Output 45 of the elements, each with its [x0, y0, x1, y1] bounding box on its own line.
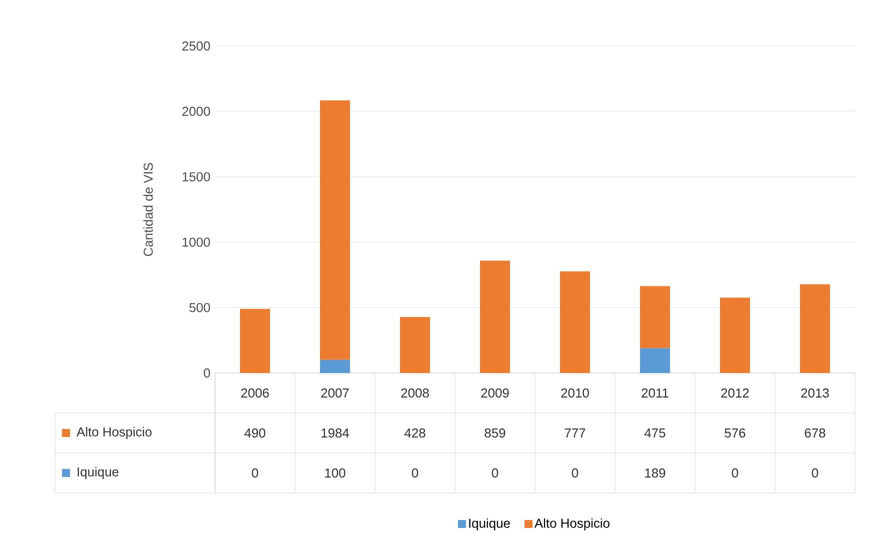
data-label: 100 [325, 468, 346, 478]
data-label: 0 [492, 468, 498, 478]
bar [640, 348, 670, 373]
data-label: 0 [412, 468, 418, 478]
bar [320, 100, 350, 360]
y-tick-label: 2500 [182, 41, 210, 51]
data-label: 576 [724, 428, 746, 438]
y-tick-label: 1000 [182, 238, 210, 247]
x-tick-label: 2011 [642, 388, 668, 398]
bar [720, 298, 750, 373]
bar [800, 284, 830, 373]
data-label: 0 [252, 468, 258, 478]
data-label: 490 [244, 428, 266, 438]
data-label: 859 [484, 428, 506, 438]
y-tick-label: 2000 [182, 106, 210, 116]
bar [560, 271, 590, 373]
data-label: 777 [564, 428, 586, 438]
y-tick-label: 0 [204, 368, 210, 378]
text: Iquique [78, 466, 118, 480]
data-label: 475 [644, 428, 666, 438]
y-tick-label: 1500 [182, 172, 210, 182]
x-tick-label: 2007 [321, 388, 349, 398]
y-axis-title: Cantidad de VIS [143, 162, 153, 256]
bar [640, 286, 670, 348]
y-tick-label: 500 [189, 303, 210, 312]
data-label: 0 [572, 468, 578, 478]
x-tick-label: 2013 [801, 388, 829, 398]
x-tick-label: 2009 [481, 388, 509, 398]
bar [480, 260, 510, 373]
legend-label: Iquique [469, 518, 510, 530]
x-tick-label: 2012 [721, 388, 749, 398]
bar [240, 308, 270, 373]
text: Alto Hospicio [534, 518, 610, 530]
x-tick-label: 2010 [561, 388, 589, 398]
bar [400, 317, 430, 373]
data-label: 1984 [322, 428, 350, 438]
data-label: 0 [812, 468, 818, 478]
data-label: 189 [645, 468, 666, 478]
data-label: 428 [404, 428, 426, 438]
data-label: 0 [732, 468, 738, 478]
bar [320, 360, 350, 373]
x-tick-label: 2008 [401, 388, 429, 398]
data-label: 678 [804, 428, 826, 438]
legend-label: Alto Hospicio [76, 426, 152, 440]
x-tick-label: 2006 [241, 388, 269, 398]
